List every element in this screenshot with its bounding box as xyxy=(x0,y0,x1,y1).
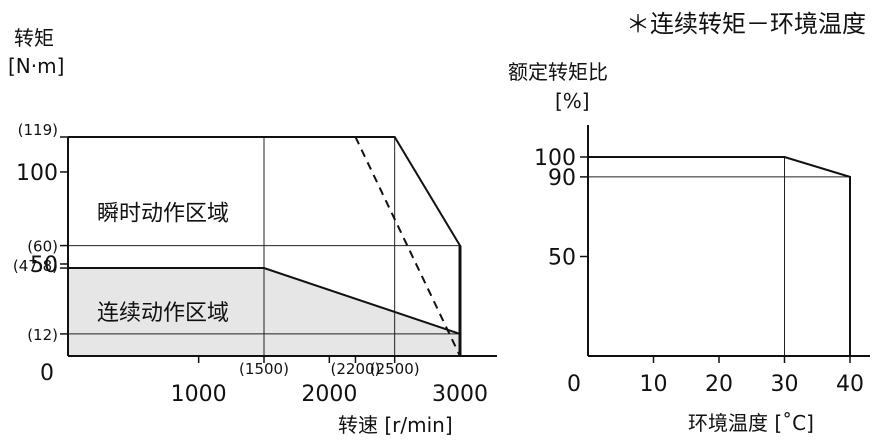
region-label: 连续动作区域 xyxy=(97,301,229,326)
x-tick-label: 0 xyxy=(567,372,581,397)
right-yunit: [%] xyxy=(555,89,590,113)
y-tick-label: (119) xyxy=(18,121,58,139)
left-ylabel: 转矩 xyxy=(14,26,54,50)
y-tick-label: (47.8) xyxy=(13,257,58,275)
y-tick-label: (60) xyxy=(27,238,58,256)
left-xlabel: 转速 [r/min] xyxy=(338,413,453,437)
y-tick-label: 0 xyxy=(40,361,54,386)
y-tick-label: 100 xyxy=(534,146,576,171)
x-tick-label: (2500) xyxy=(370,360,420,378)
y-tick-label: 100 xyxy=(16,161,58,186)
right-ylabel: 额定转矩比 xyxy=(508,60,608,84)
x-tick-label: 30 xyxy=(771,372,799,397)
y-tick-label: 50 xyxy=(548,246,576,271)
x-tick-label: (1500) xyxy=(239,360,289,378)
x-tick-label: 3000 xyxy=(432,382,488,407)
region-label: 瞬时动作区域 xyxy=(97,201,229,226)
x-tick-label: (2200) xyxy=(331,360,381,378)
left-yunit: [N·m] xyxy=(8,54,64,78)
chart-note: ＊连续转矩－环境温度 xyxy=(626,10,866,38)
y-tick-label: (12) xyxy=(27,326,58,344)
x-tick-label: 1000 xyxy=(171,382,227,407)
y-tick-label: 50 xyxy=(30,253,58,278)
x-tick-label: 20 xyxy=(705,372,733,397)
y-tick-label: 90 xyxy=(548,166,576,191)
x-tick-label: 2000 xyxy=(301,382,357,407)
x-tick-label: 10 xyxy=(640,372,668,397)
torque-ratio-line xyxy=(588,156,851,356)
right-xlabel: 环境温度 [˚C] xyxy=(688,411,814,435)
x-tick-label: 40 xyxy=(836,372,864,397)
continuous-region-boundary xyxy=(68,267,461,335)
torque-speed-chart: (119) 100 (60)50(47.8) (12) 0 1000 (1500) 2000 (… xyxy=(13,121,497,407)
dashed-limit-line xyxy=(354,136,461,357)
